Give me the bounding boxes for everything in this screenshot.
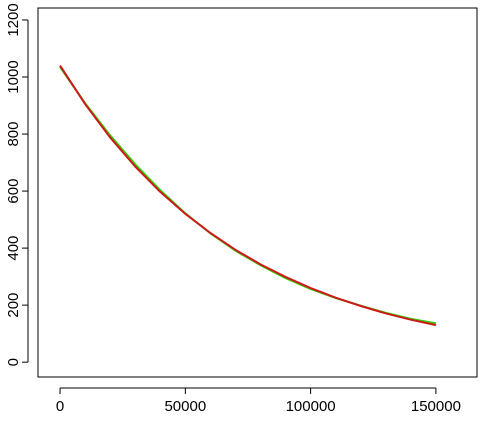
plot-box [37, 7, 478, 378]
y-tick-label: 1000 [5, 60, 22, 93]
x-tick-label: 0 [56, 398, 64, 415]
y-tick-label: 0 [5, 358, 22, 366]
data-line [59, 66, 437, 325]
x-tick-label: 150000 [411, 398, 461, 415]
y-tick-label: 600 [5, 179, 22, 204]
data-line [59, 65, 437, 327]
y-tick-label: 200 [5, 293, 22, 318]
y-tick-label: 800 [5, 122, 22, 147]
x-tick-label: 100000 [286, 398, 336, 415]
x-tick-label: 50000 [164, 398, 206, 415]
y-tick-label: 1200 [5, 3, 22, 36]
y-tick-label: 400 [5, 236, 22, 261]
